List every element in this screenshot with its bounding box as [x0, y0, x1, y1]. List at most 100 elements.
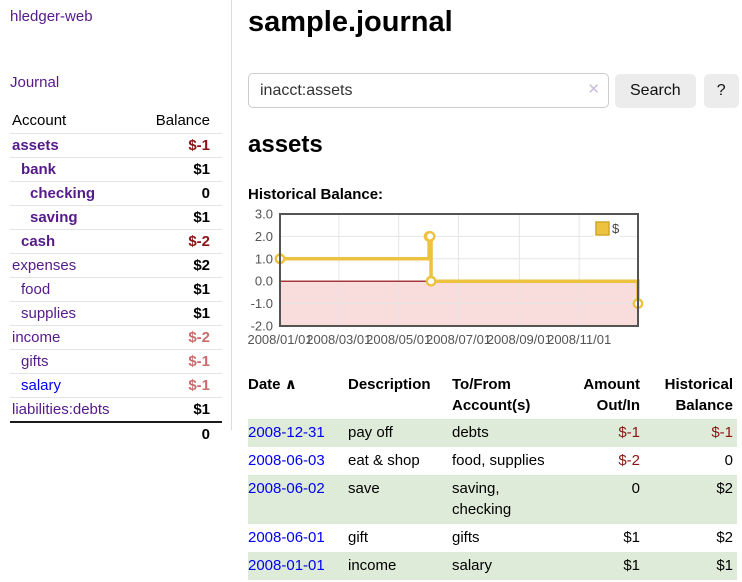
historical-balance-chart: 3.02.01.00.0-1.0-2.02008/01/012008/03/01… [248, 211, 742, 353]
account-balance: $1 [136, 206, 222, 230]
svg-text:2008/09/01: 2008/09/01 [487, 332, 552, 347]
svg-text:3.0: 3.0 [255, 207, 273, 222]
account-balance: $1 [136, 398, 222, 423]
account-row: cash $-2 [10, 230, 222, 254]
transaction-date-link[interactable]: 2008-01-01 [248, 557, 325, 574]
transaction-accounts: saving, checking [452, 475, 558, 524]
account-balance: $1 [136, 302, 222, 326]
account-link-salary[interactable]: salary [21, 377, 61, 394]
help-button[interactable]: ? [704, 74, 739, 108]
account-balance: $-2 [136, 230, 222, 254]
transaction-date-link[interactable]: 2008-06-03 [248, 452, 325, 469]
account-link-food[interactable]: food [21, 281, 50, 298]
svg-text:0.0: 0.0 [255, 274, 273, 289]
account-balance: $-2 [136, 326, 222, 350]
transaction-description: eat & shop [348, 447, 452, 475]
account-row: salary $-1 [10, 374, 222, 398]
svg-text:$: $ [612, 221, 620, 236]
account-link-cash[interactable]: cash [21, 233, 55, 250]
transaction-balance: $2 [642, 475, 737, 524]
account-link-checking[interactable]: checking [30, 185, 95, 202]
accounts-total-value: 0 [136, 422, 222, 446]
account-row: liabilities:debts $1 [10, 398, 222, 423]
search-button[interactable]: Search [615, 74, 696, 108]
amount-column-header: Amount Out/In [558, 371, 642, 419]
svg-text:2008/01/01: 2008/01/01 [247, 332, 312, 347]
register-row: 2008-06-01 giftgifts$1$2 [248, 524, 737, 552]
transaction-balance: $-1 [642, 419, 737, 447]
search-input[interactable] [248, 73, 609, 108]
account-link-assets[interactable]: assets [12, 137, 59, 154]
sidebar: hledger-web Journal Account Balance asse… [0, 0, 232, 430]
page-title: sample.journal [248, 6, 742, 39]
accounts-column-header: To/From Account(s) [452, 371, 558, 419]
account-link-gifts[interactable]: gifts [21, 353, 49, 370]
date-column-header[interactable]: Date ∧ [248, 371, 348, 419]
account-link-liabilities-debts[interactable]: liabilities:debts [12, 401, 110, 418]
transaction-balance: 0 [642, 447, 737, 475]
account-link-income[interactable]: income [12, 329, 60, 346]
transaction-date-link[interactable]: 2008-12-31 [248, 424, 325, 441]
balance-column-header: Balance [136, 109, 222, 134]
svg-text:-1.0: -1.0 [251, 296, 273, 311]
accounts-table: Account Balance assets $-1 bank $1 checking 0… [10, 109, 222, 446]
account-balance: $1 [136, 158, 222, 182]
account-link-saving[interactable]: saving [30, 209, 78, 226]
main-content: sample.journal ✕ Search ? assets Histori… [232, 0, 742, 582]
account-row: expenses $2 [10, 254, 222, 278]
transaction-accounts: debts [452, 419, 558, 447]
register-table: Date ∧ Description To/From Account(s) Am… [248, 371, 737, 580]
account-balance: $-1 [136, 134, 222, 158]
register-row: 2008-01-01incomesalary$1$1 [248, 552, 737, 580]
accounts-total-row: 0 [10, 422, 222, 446]
transaction-date-link[interactable]: 2008-06-02 [248, 480, 325, 497]
account-balance: $-1 [136, 374, 222, 398]
svg-text:2.0: 2.0 [255, 229, 273, 244]
brand-link[interactable]: hledger-web [10, 8, 93, 25]
account-row: saving $1 [10, 206, 222, 230]
transaction-accounts: gifts [452, 524, 558, 552]
account-balance: 0 [136, 182, 222, 206]
svg-text:2008/11/01: 2008/11/01 [547, 332, 611, 347]
transaction-amount: $-2 [558, 447, 642, 475]
register-header-row: Date ∧ Description To/From Account(s) Am… [248, 371, 737, 419]
transaction-description: save [348, 475, 452, 524]
transaction-accounts: salary [452, 552, 558, 580]
account-row: assets $-1 [10, 134, 222, 158]
transaction-amount: $-1 [558, 419, 642, 447]
transaction-description: gift [348, 524, 452, 552]
transaction-balance: $2 [642, 524, 737, 552]
register-row: 2008-06-02savesaving, checking0$2 [248, 475, 737, 524]
accounts-header-row: Account Balance [10, 109, 222, 134]
sort-asc-icon: ∧ [285, 376, 297, 393]
chart-heading: Historical Balance: [248, 186, 742, 203]
account-row: checking 0 [10, 182, 222, 206]
account-column-header: Account [10, 109, 136, 134]
account-link-supplies[interactable]: supplies [21, 305, 76, 322]
transaction-description: income [348, 552, 452, 580]
chart-canvas: 3.02.01.00.0-1.0-2.02008/01/012008/03/01… [248, 211, 742, 353]
svg-text:1.0: 1.0 [255, 251, 273, 266]
account-row: gifts $-1 [10, 350, 222, 374]
transaction-date-link[interactable]: 2008-06-01 [248, 529, 325, 546]
transaction-accounts: food, supplies [452, 447, 558, 475]
register-row: 2008-12-31pay offdebts$-1$-1 [248, 419, 737, 447]
clear-search-icon[interactable]: ✕ [587, 80, 600, 98]
account-link-expenses[interactable]: expenses [12, 257, 76, 274]
app-window: hledger-web Journal Account Balance asse… [0, 0, 742, 582]
transaction-amount: $1 [558, 524, 642, 552]
account-balance: $2 [136, 254, 222, 278]
account-balance: $-1 [136, 350, 222, 374]
account-row: supplies $1 [10, 302, 222, 326]
search-bar: ✕ Search ? [248, 73, 742, 108]
svg-text:2008/07/01: 2008/07/01 [426, 332, 491, 347]
register-row: 2008-06-03 eat & shopfood, supplies$-20 [248, 447, 737, 475]
balance-column-header-register: Historical Balance [642, 371, 737, 419]
sidebar-item-journal[interactable]: Journal [10, 74, 59, 91]
account-link-bank[interactable]: bank [21, 161, 56, 178]
description-column-header: Description [348, 371, 452, 419]
account-row: income $-2 [10, 326, 222, 350]
account-row: bank $1 [10, 158, 222, 182]
account-heading: assets [248, 131, 742, 159]
transaction-amount: $1 [558, 552, 642, 580]
